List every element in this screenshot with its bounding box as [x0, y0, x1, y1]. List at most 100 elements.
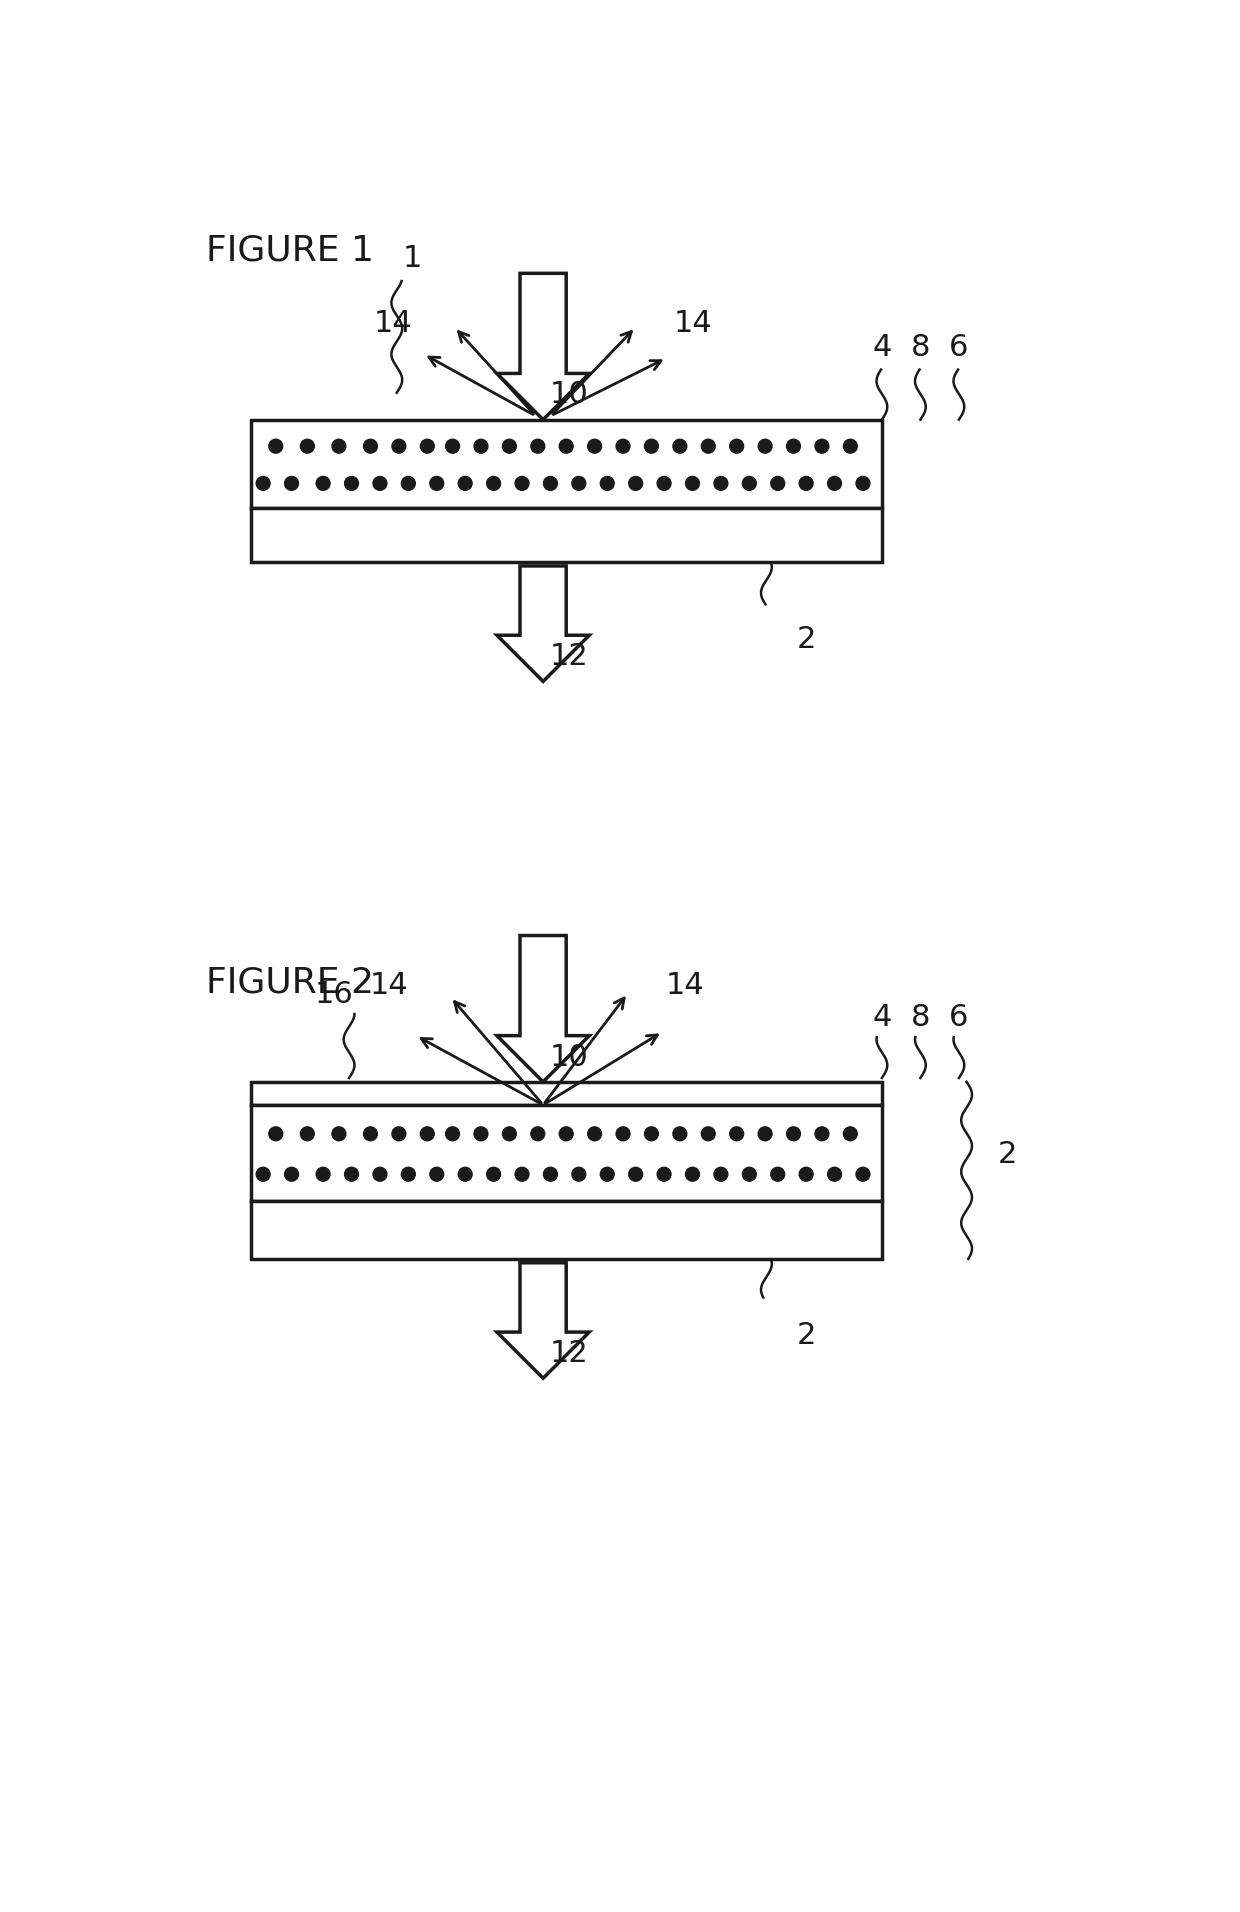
Circle shape: [474, 440, 487, 453]
Circle shape: [502, 440, 516, 453]
Text: FIGURE 2: FIGURE 2: [206, 966, 373, 1000]
Circle shape: [363, 1126, 377, 1141]
Circle shape: [743, 1168, 756, 1182]
Circle shape: [531, 440, 544, 453]
Circle shape: [815, 1126, 828, 1141]
Circle shape: [373, 1168, 387, 1182]
Polygon shape: [497, 935, 589, 1082]
Circle shape: [856, 476, 870, 489]
Circle shape: [420, 1126, 434, 1141]
Text: 2: 2: [797, 625, 817, 654]
Circle shape: [515, 476, 529, 489]
Circle shape: [402, 476, 415, 489]
Circle shape: [515, 1168, 529, 1182]
Text: 2: 2: [797, 1321, 817, 1350]
Text: 10: 10: [549, 1042, 588, 1073]
Circle shape: [486, 1168, 501, 1182]
Circle shape: [629, 476, 642, 489]
Text: 4: 4: [872, 1002, 892, 1032]
Circle shape: [645, 1126, 658, 1141]
Circle shape: [629, 1168, 642, 1182]
Circle shape: [269, 440, 283, 453]
Circle shape: [300, 1126, 314, 1141]
Circle shape: [392, 440, 405, 453]
Polygon shape: [497, 566, 589, 681]
Text: 16: 16: [314, 979, 353, 1010]
Circle shape: [269, 1126, 283, 1141]
Text: 4: 4: [872, 333, 892, 361]
Circle shape: [332, 440, 346, 453]
Circle shape: [316, 476, 330, 489]
Circle shape: [600, 1168, 614, 1182]
Circle shape: [257, 476, 270, 489]
Circle shape: [345, 1168, 358, 1182]
Circle shape: [702, 440, 715, 453]
Circle shape: [730, 440, 744, 453]
Circle shape: [543, 1168, 557, 1182]
Circle shape: [743, 476, 756, 489]
Circle shape: [459, 476, 472, 489]
Circle shape: [531, 1126, 544, 1141]
Circle shape: [702, 1126, 715, 1141]
Circle shape: [600, 476, 614, 489]
Circle shape: [345, 476, 358, 489]
Circle shape: [771, 1168, 785, 1182]
Circle shape: [373, 476, 387, 489]
Circle shape: [559, 1126, 573, 1141]
Polygon shape: [497, 273, 589, 419]
Bar: [250, 419, 882, 509]
Circle shape: [827, 476, 842, 489]
Circle shape: [786, 440, 801, 453]
Circle shape: [543, 476, 557, 489]
Circle shape: [402, 1168, 415, 1182]
Circle shape: [300, 440, 314, 453]
Circle shape: [430, 1168, 444, 1182]
Circle shape: [827, 1168, 842, 1182]
Circle shape: [686, 1168, 699, 1182]
Circle shape: [616, 1126, 630, 1141]
Circle shape: [856, 1168, 870, 1182]
Circle shape: [332, 1126, 346, 1141]
Text: FIGURE 1: FIGURE 1: [206, 233, 373, 268]
Text: 1: 1: [403, 245, 422, 273]
Polygon shape: [497, 1262, 589, 1379]
Circle shape: [771, 476, 785, 489]
Circle shape: [430, 476, 444, 489]
Text: 14: 14: [370, 971, 408, 1000]
Text: 10: 10: [549, 380, 588, 409]
Circle shape: [420, 440, 434, 453]
Circle shape: [616, 440, 630, 453]
Circle shape: [588, 440, 601, 453]
Bar: [250, 1105, 882, 1201]
Circle shape: [758, 1126, 773, 1141]
Circle shape: [588, 1126, 601, 1141]
Circle shape: [392, 1126, 405, 1141]
Text: 6: 6: [949, 333, 968, 361]
Circle shape: [474, 1126, 487, 1141]
Circle shape: [363, 440, 377, 453]
Text: 8: 8: [910, 333, 930, 361]
Text: 12: 12: [549, 1338, 588, 1369]
Circle shape: [316, 1168, 330, 1182]
Bar: [250, 1082, 882, 1105]
Circle shape: [285, 1168, 299, 1182]
Circle shape: [285, 476, 299, 489]
Circle shape: [843, 440, 857, 453]
Circle shape: [657, 1168, 671, 1182]
Circle shape: [800, 476, 813, 489]
Circle shape: [800, 1168, 813, 1182]
Circle shape: [559, 440, 573, 453]
Circle shape: [758, 440, 773, 453]
Text: 14: 14: [673, 310, 713, 338]
Bar: [250, 1201, 882, 1258]
Circle shape: [714, 1168, 728, 1182]
Bar: [250, 509, 882, 562]
Circle shape: [843, 1126, 857, 1141]
Circle shape: [673, 1126, 687, 1141]
Circle shape: [815, 440, 828, 453]
Circle shape: [572, 1168, 585, 1182]
Text: 12: 12: [549, 642, 588, 671]
Text: 14: 14: [373, 310, 413, 338]
Text: 2: 2: [997, 1140, 1017, 1170]
Circle shape: [686, 476, 699, 489]
